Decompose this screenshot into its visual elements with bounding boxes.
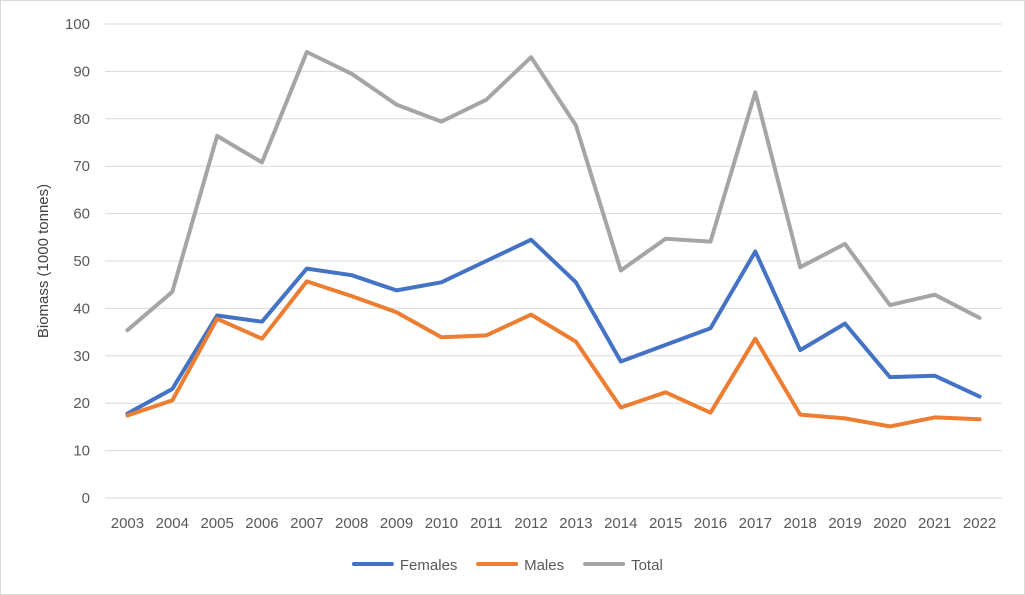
y-axis-tick-labels: 0 10 20 30 40 50 60 70 80 90 100 [65,16,90,507]
series-line-females [125,237,982,416]
y-tick-label: 50 [73,253,90,270]
y-tick-label: 70 [73,158,90,175]
y-axis-title: Biomass (1000 tonnes) [35,184,52,338]
y-tick-label: 80 [73,111,90,128]
x-tick-label: 2009 [380,515,413,532]
y-tick-label: 60 [73,206,90,223]
x-tick-label: 2021 [918,515,951,532]
y-tick-label: 20 [73,395,90,412]
legend-item-total: Total [583,557,663,574]
legend-item-females: Females [351,557,458,574]
legend: Females Males Total [351,557,663,574]
y-tick-label: 40 [73,300,90,317]
x-tick-label: 2006 [245,515,278,532]
x-tick-label: 2019 [828,515,861,532]
legend-label: Males [524,557,564,574]
x-tick-label: 2011 [470,515,502,532]
series-lines [125,50,982,429]
x-tick-label: 2013 [559,515,592,532]
x-tick-label: 2003 [111,515,144,532]
legend-label: Total [631,557,663,574]
y-tick-label: 90 [73,63,90,80]
y-tick-label: 0 [82,490,90,507]
x-tick-label: 2020 [873,515,906,532]
x-tick-label: 2014 [604,515,637,532]
x-tick-label: 2012 [514,515,547,532]
x-tick-label: 2010 [425,515,458,532]
legend-label: Females [400,557,458,574]
x-tick-label: 2018 [783,515,816,532]
legend-item-males: Males [476,557,564,574]
x-tick-label: 2004 [156,515,189,532]
y-tick-label: 30 [73,348,90,365]
x-tick-label: 2017 [739,515,772,532]
x-tick-label: 2008 [335,515,368,532]
series-line-total [125,50,982,333]
x-tick-label: 2007 [290,515,323,532]
series-line-males [125,279,982,429]
x-axis-tick-labels: 2003 2004 2005 2006 2007 2008 2009 2010 2011 2012… [111,515,997,532]
y-tick-label: 10 [73,443,90,460]
x-tick-label: 2005 [200,515,233,532]
x-tick-label: 2016 [694,515,727,532]
x-tick-label: 2015 [649,515,682,532]
y-tick-label: 100 [65,16,90,33]
x-tick-label: 2022 [963,515,996,532]
